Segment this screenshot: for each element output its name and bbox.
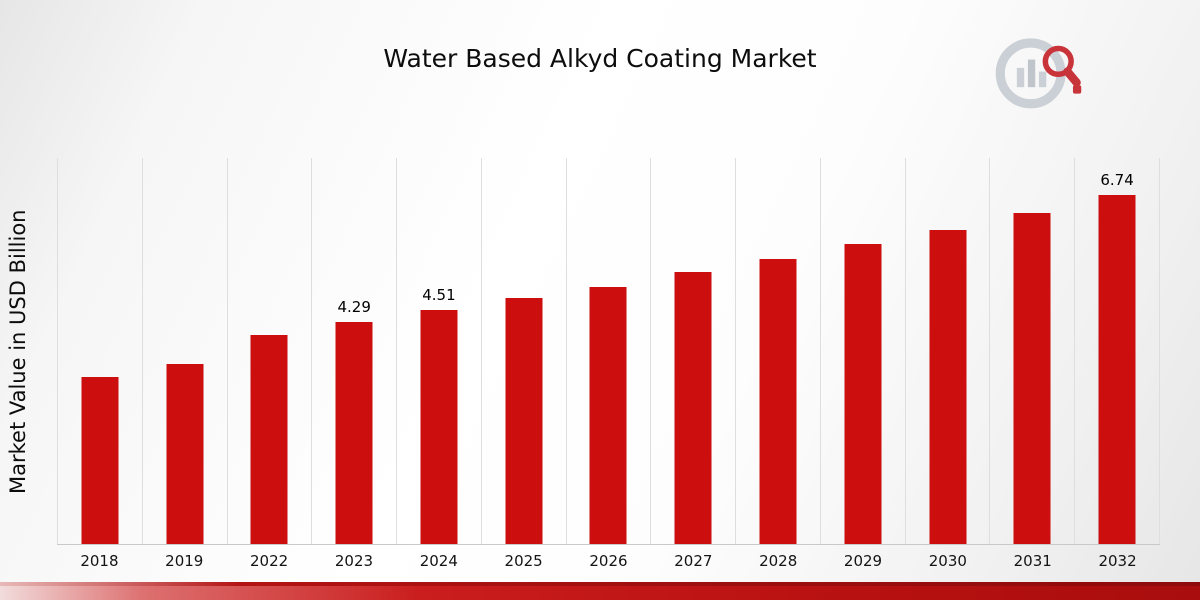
bar-value-label-2024: 4.51 bbox=[422, 286, 456, 305]
bar-cell-2027 bbox=[650, 158, 735, 544]
x-tick-2023: 2023 bbox=[334, 552, 374, 570]
x-tick-2032: 2032 bbox=[1098, 552, 1137, 570]
bar-cell-2030 bbox=[904, 158, 990, 544]
y-axis-label: Market Value in USD Billion bbox=[6, 209, 30, 494]
bar-2024 bbox=[420, 310, 458, 544]
bar-cell-2018 bbox=[57, 158, 142, 544]
x-tick-2025: 2025 bbox=[504, 552, 543, 570]
x-tick-2018: 2018 bbox=[80, 552, 119, 570]
bar-cell-2028 bbox=[735, 158, 820, 544]
bar-cell-2023: 4.29 bbox=[311, 158, 396, 544]
x-tick-2028: 2028 bbox=[759, 552, 798, 570]
bottom-accent-line bbox=[0, 582, 1200, 586]
bar-2018 bbox=[81, 377, 119, 544]
x-tick-2022: 2022 bbox=[250, 552, 289, 570]
bar-2032 bbox=[1098, 194, 1136, 544]
bar-cell-2031 bbox=[989, 158, 1074, 544]
bar-cell-2019 bbox=[141, 158, 227, 544]
bar-2030 bbox=[929, 230, 967, 544]
bar-cell-2024: 4.51 bbox=[396, 158, 481, 544]
bar-value-label-2032: 6.74 bbox=[1100, 170, 1134, 189]
bar-2029 bbox=[844, 244, 882, 544]
bar-2027 bbox=[674, 272, 712, 544]
bar-2031 bbox=[1013, 213, 1051, 544]
brand-logo bbox=[992, 28, 1084, 116]
x-tick-2027: 2027 bbox=[674, 552, 713, 570]
chart-title: Water Based Alkyd Coating Market bbox=[383, 44, 817, 73]
bar-2023 bbox=[335, 321, 373, 544]
brand-logo-icon bbox=[995, 38, 1082, 109]
x-tick-2031: 2031 bbox=[1013, 552, 1052, 570]
bar-2026 bbox=[589, 287, 627, 544]
bar-2025 bbox=[505, 297, 543, 544]
x-tick-2030: 2030 bbox=[928, 552, 967, 570]
bar-cell-2029 bbox=[819, 158, 905, 544]
x-tick-2026: 2026 bbox=[589, 552, 628, 570]
x-tick-2029: 2029 bbox=[843, 552, 883, 570]
bar-2019 bbox=[166, 364, 204, 544]
x-tick-2019: 2019 bbox=[165, 552, 204, 570]
bar-cell-2025 bbox=[480, 158, 566, 544]
bar-value-label-2023: 4.29 bbox=[337, 297, 371, 316]
bar-cell-2022 bbox=[226, 158, 312, 544]
bar-2022 bbox=[250, 335, 288, 544]
plot-area: 4.29 4.51 6.74 bbox=[57, 158, 1160, 545]
bar-cell-2032: 6.74 bbox=[1074, 158, 1160, 544]
bar-2028 bbox=[759, 259, 797, 544]
bottom-red-ribbon bbox=[0, 586, 1200, 600]
bar-cell-2026 bbox=[565, 158, 651, 544]
x-tick-2024: 2024 bbox=[419, 552, 458, 570]
x-axis-labels: 2018 2019 2022 2023 2024 2025 2026 2027 2028 2029… bbox=[57, 552, 1160, 570]
